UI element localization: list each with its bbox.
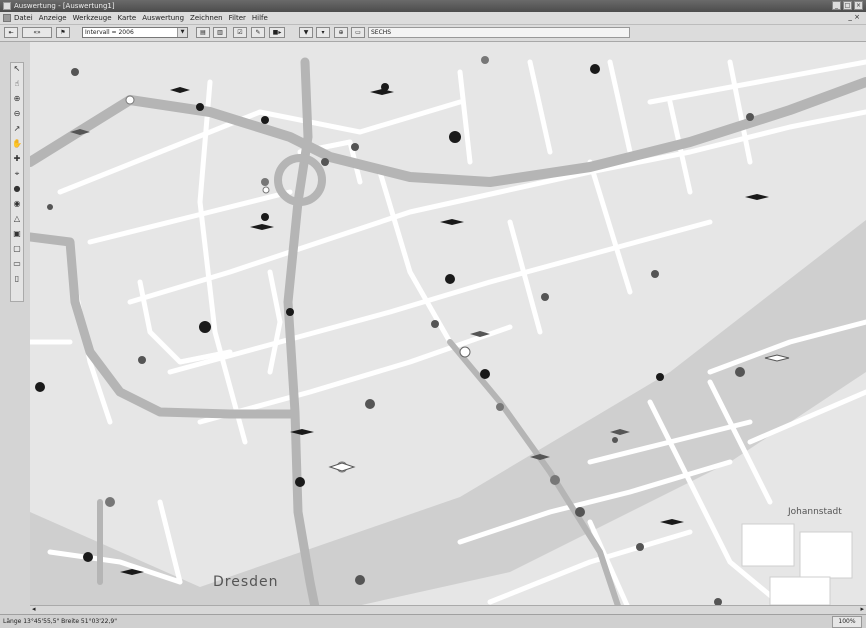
nav-prev-next-button[interactable]: «» bbox=[22, 27, 52, 38]
frame-tool-icon[interactable]: ▭ bbox=[13, 259, 21, 268]
menu-filter[interactable]: Filter bbox=[228, 14, 246, 22]
triangle-tool-icon[interactable]: △ bbox=[13, 214, 21, 223]
title-bar: Auswertung - [Auswertung1] _ □ × bbox=[0, 0, 866, 12]
edit-button[interactable]: ✎ bbox=[251, 27, 265, 38]
map-canvas[interactable] bbox=[30, 42, 866, 612]
period-select[interactable]: Intervall = 2006 ▼ bbox=[82, 27, 188, 38]
direction-markers bbox=[70, 87, 790, 575]
hand-tool-icon[interactable]: ☝ bbox=[14, 79, 20, 88]
pan-tool-icon[interactable]: ✋ bbox=[12, 139, 22, 148]
minimize-button[interactable]: _ bbox=[832, 1, 841, 10]
river bbox=[30, 220, 866, 612]
horizontal-scrollbar[interactable]: ◂ ▸ bbox=[30, 605, 866, 614]
map-view[interactable]: Dresden Johannstadt bbox=[30, 42, 866, 612]
period-select-value: Intervall = 2006 bbox=[85, 29, 134, 36]
menu-zeichnen[interactable]: Zeichnen bbox=[190, 14, 223, 22]
nav-first-button[interactable]: ⇤ bbox=[4, 27, 18, 38]
close-button[interactable]: × bbox=[854, 1, 863, 10]
checklist-button[interactable]: ☑ bbox=[233, 27, 247, 38]
tool-palette: ↖ ☝ ⊕ ⊖ ↗ ✋ ✚ ⌖ ● ◉ △ ▣ ▢ ▭ ▯ bbox=[0, 42, 30, 620]
add-tool-icon[interactable]: ✚ bbox=[13, 154, 21, 163]
menu-bar: Datei Anzeige Werkzeuge Karte Auswertung… bbox=[0, 12, 866, 25]
arrow-tool-icon[interactable]: ↗ bbox=[13, 124, 21, 133]
status-bar: Länge 13°45'55,5" Breite 51°03'22,9" 100… bbox=[0, 614, 866, 628]
app-icon bbox=[3, 2, 11, 10]
toolbar: ⇤ «» ⚑ Intervall = 2006 ▼ ▤ ▥ ☑ ✎ ■▸ ▼ ▾… bbox=[0, 25, 866, 42]
zoom-button[interactable]: ⊕ bbox=[334, 27, 348, 38]
locate-tool-icon[interactable]: ⌖ bbox=[14, 169, 20, 178]
window-controls: _ □ × bbox=[832, 1, 863, 10]
major-roads bbox=[30, 57, 866, 612]
column-tool-icon[interactable]: ▯ bbox=[14, 274, 20, 283]
table-button[interactable]: ▤ bbox=[196, 27, 210, 38]
place-label-johannstadt: Johannstadt bbox=[788, 507, 842, 517]
menu-auswertung[interactable]: Auswertung bbox=[142, 14, 185, 22]
pointer-tool-icon[interactable]: ↖ bbox=[13, 64, 21, 73]
menu-hilfe[interactable]: Hilfe bbox=[251, 14, 268, 22]
place-label-dresden: Dresden bbox=[213, 574, 279, 590]
menu-werkzeuge[interactable]: Werkzeuge bbox=[72, 14, 112, 22]
search-field[interactable]: SECHS bbox=[368, 27, 630, 38]
status-coordinates: Länge 13°45'55,5" Breite 51°03'22,9" bbox=[3, 618, 117, 625]
rectangle-tool-icon[interactable]: ▢ bbox=[13, 244, 21, 253]
columns-button[interactable]: ▥ bbox=[213, 27, 227, 38]
flag-button[interactable]: ⚑ bbox=[56, 27, 70, 38]
zoom-out-icon[interactable]: ⊖ bbox=[13, 109, 21, 118]
roundabout bbox=[274, 154, 326, 206]
scroll-right-icon[interactable]: ▸ bbox=[860, 605, 864, 613]
filter-button[interactable]: ▼ bbox=[299, 27, 313, 38]
window-title: Auswertung - [Auswertung1] bbox=[14, 2, 115, 10]
chevron-down-icon[interactable]: ▼ bbox=[177, 28, 187, 37]
marker-tool-icon[interactable]: ● bbox=[13, 184, 21, 193]
frame-button[interactable]: ▭ bbox=[351, 27, 365, 38]
menu-karte[interactable]: Karte bbox=[117, 14, 137, 22]
zoom-in-icon[interactable]: ⊕ bbox=[13, 94, 21, 103]
status-zoom: 100% bbox=[832, 616, 862, 628]
mdi-window-controls[interactable]: _ × bbox=[848, 13, 860, 21]
document-icon[interactable] bbox=[3, 14, 11, 22]
target-tool-icon[interactable]: ◉ bbox=[13, 199, 21, 208]
map-markers bbox=[35, 56, 754, 606]
menu-anzeige[interactable]: Anzeige bbox=[38, 14, 67, 22]
scroll-left-icon[interactable]: ◂ bbox=[32, 605, 36, 613]
menu-datei[interactable]: Datei bbox=[14, 14, 33, 22]
maximize-button[interactable]: □ bbox=[843, 1, 852, 10]
funnel-button[interactable]: ▾ bbox=[316, 27, 330, 38]
tool-strip bbox=[10, 62, 24, 302]
building-blocks bbox=[741, 523, 853, 606]
play-button[interactable]: ■▸ bbox=[269, 27, 285, 38]
select-box-tool-icon[interactable]: ▣ bbox=[13, 229, 21, 238]
